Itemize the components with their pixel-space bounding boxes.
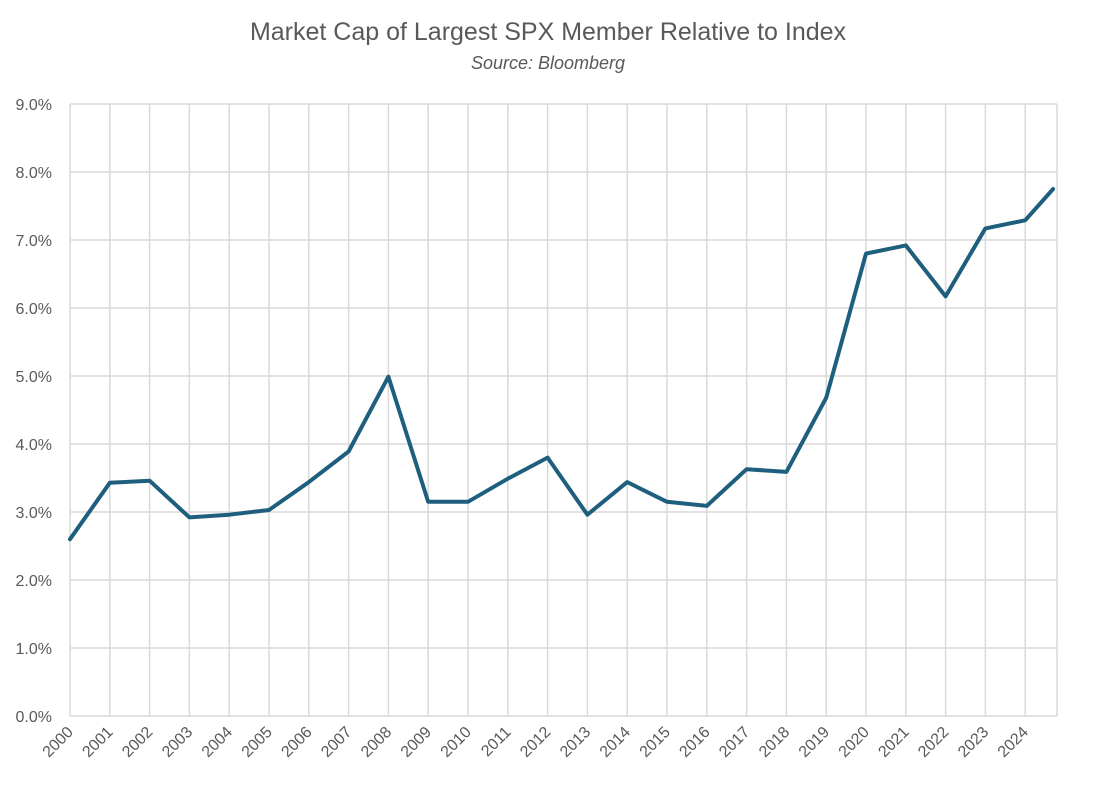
x-tick-label: 2016 — [676, 724, 713, 761]
x-tick-label: 2011 — [478, 724, 514, 760]
y-tick-label: 5.0% — [16, 369, 52, 386]
x-tick-label: 2015 — [637, 724, 674, 761]
chart-subtitle: Source: Bloomberg — [470, 53, 626, 73]
x-tick-label: 2004 — [199, 724, 236, 761]
y-tick-label: 1.0% — [16, 641, 52, 658]
x-tick-label: 2006 — [278, 724, 315, 761]
series-line — [68, 187, 1056, 542]
chart-title: Market Cap of Largest SPX Member Relativ… — [249, 18, 847, 46]
x-tick-label: 2013 — [557, 724, 594, 761]
y-tick-label: 9.0% — [16, 97, 52, 114]
x-tick-label: 2007 — [318, 724, 355, 761]
x-tick-label: 2003 — [159, 724, 196, 761]
y-tick-label: 4.0% — [16, 437, 52, 454]
y-tick-label: 6.0% — [16, 301, 52, 318]
x-tick-label: 2024 — [995, 724, 1032, 761]
x-tick-label: 2014 — [597, 724, 634, 761]
x-tick-label: 2023 — [955, 724, 992, 761]
y-tick-label: 7.0% — [16, 233, 52, 250]
x-tick-label: 2012 — [517, 724, 554, 761]
x-tick-label: 2008 — [358, 724, 395, 761]
y-tick-label: 3.0% — [16, 505, 52, 522]
y-tick-label: 8.0% — [16, 165, 52, 182]
x-tick-label: 2018 — [756, 724, 793, 761]
x-tick-label: 2010 — [438, 724, 475, 761]
x-tick-label: 2021 — [875, 724, 912, 761]
y-tick-label: 2.0% — [16, 573, 52, 590]
x-tick-label: 2005 — [239, 724, 276, 761]
x-tick-label: 2017 — [716, 724, 753, 761]
x-tick-label: 2022 — [915, 724, 952, 761]
x-tick-label: 2001 — [79, 724, 116, 761]
x-tick-label: 2019 — [796, 724, 833, 761]
y-tick-label: 0.0% — [16, 709, 52, 726]
x-tick-label: 2000 — [40, 724, 77, 761]
x-tick-label: 2020 — [836, 724, 873, 761]
x-tick-label: 2002 — [119, 724, 156, 761]
x-tick-label: 2009 — [398, 724, 435, 761]
